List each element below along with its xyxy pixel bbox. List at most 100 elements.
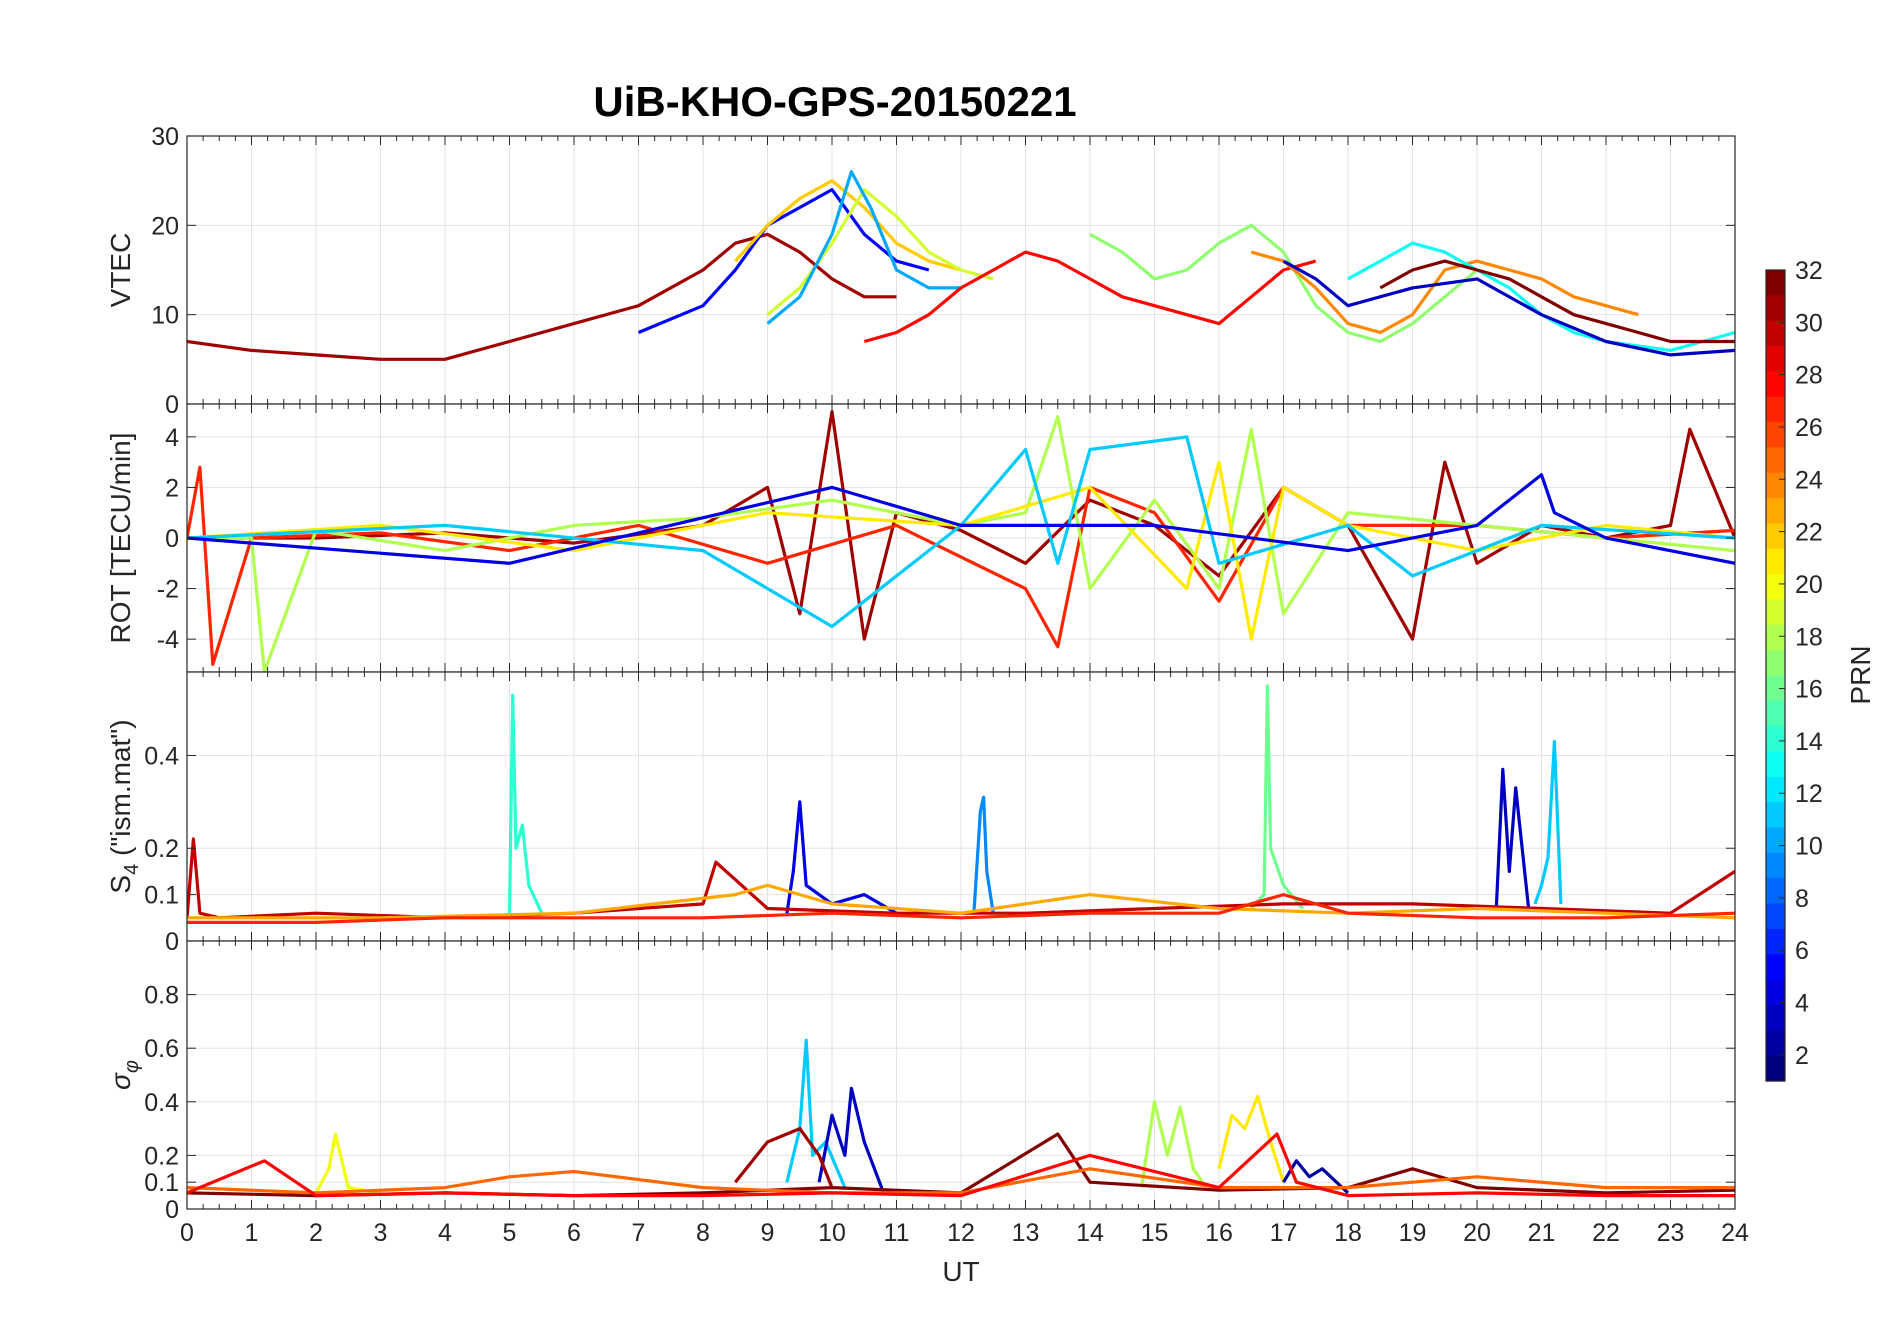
series-line-prn-32 [1379,259,1735,344]
colorbar-tick-label: 24 [1795,466,1823,494]
series-line-prn-21 [187,460,1735,641]
y-tick-label: 0.4 [144,1089,179,1117]
y-axis-label: ROT [TECU/min] [105,432,136,643]
colorbar-label: PRN [1845,645,1876,704]
x-tick-label: 0 [180,1219,194,1247]
series-line-prn-17 [1089,223,1479,344]
x-tick-label: 2 [309,1219,323,1247]
y-tick-label: 4 [165,424,179,452]
series-line-prn-4 [187,473,1735,565]
y-tick-label: 2 [165,474,179,502]
colorbar-segment [1766,1004,1785,1031]
series-line-prn-11 [187,435,1735,629]
colorbar-segment [1766,498,1785,525]
series-group [187,410,1735,672]
colorbar-tick-label: 4 [1795,990,1809,1018]
series-line-prn-11 [1533,740,1563,905]
panel-rot: -4 -2 0 2 4 ROT [TECU/min] [105,403,1736,673]
colorbar-segment [1766,472,1785,499]
series-line-prn-5 [637,188,930,334]
colorbar-segment [1766,675,1785,702]
x-tick-label: 16 [1205,1219,1233,1247]
grid [186,404,1736,672]
colorbar-segment [1766,422,1785,449]
chart-title: UiB-KHO-GPS-20150221 [593,78,1076,125]
x-tick-label: 14 [1076,1219,1104,1247]
colorbar-segment [1766,852,1785,879]
colorbar-segment [1766,802,1785,829]
panel-vtec: 0 10 20 30 VTEC [105,123,1736,419]
x-tick-label: 18 [1334,1219,1362,1247]
series-line-prn-4 [785,800,898,915]
colorbar-frame [1765,269,1786,1082]
colorbar-segment [1766,295,1785,322]
x-tick-label: 15 [1141,1219,1169,1247]
colorbar-tick-label: 16 [1795,676,1823,704]
colorbar-tick-label: 20 [1795,571,1823,599]
series-line-prn-31 [187,232,897,361]
x-tick-label: 6 [567,1219,581,1247]
x-tick-label: 24 [1721,1219,1749,1247]
y-tick-label: -2 [157,576,179,604]
colorbar-tick-label: 32 [1795,257,1823,285]
x-tick-label: 8 [696,1219,710,1247]
colorbar-segment [1766,624,1785,651]
series-line-prn-3 [1282,259,1735,357]
series-line-prn-11 [785,1038,847,1189]
colorbar-segment [1766,776,1785,803]
series-line-prn-31 [734,1127,834,1189]
y-tick-label: 0 [165,928,179,956]
x-tick-label: 17 [1270,1219,1298,1247]
colorbar-tick-label: 12 [1795,780,1823,808]
y-tick-label: 20 [151,212,179,240]
colorbar-tick-label: 28 [1795,362,1823,390]
series-line-prn-28 [187,1132,1735,1198]
series-line-prn-9 [972,795,995,914]
y-axis-label: S4 ("ism.mat") [105,719,143,893]
series-line-prn-28 [863,250,1317,344]
colorbar-segment [1766,523,1785,550]
y-tick-label: 0.1 [144,1169,179,1197]
colorbar-segment [1766,954,1785,981]
y-tick-label: 0.1 [144,882,179,910]
colorbar-segment [1766,548,1785,575]
x-axis-label: UT [942,1256,979,1287]
y-tick-label: 30 [151,123,179,151]
colorbar-segment [1766,903,1785,930]
colorbar-tick-label: 30 [1795,309,1823,337]
series-line-prn-20 [314,1132,381,1195]
colorbar-tick-label: 2 [1795,1042,1809,1070]
y-tick-label: 0.2 [144,835,179,863]
x-tick-label: 4 [438,1219,452,1247]
series-line-prn-10 [766,170,961,325]
series-line-prn-27 [187,893,1735,924]
colorbar-segment [1766,751,1785,778]
series-group [187,684,1735,924]
colorbar-tick-label: 26 [1795,414,1823,442]
series-line-prn-24 [1250,250,1639,335]
colorbar-tick-label: 18 [1795,623,1823,651]
y-tick-label: 0.8 [144,982,179,1010]
series-group [187,170,1735,361]
colorbar-segment [1766,650,1785,677]
x-tick-label: 21 [1528,1219,1556,1247]
series-line-prn-23 [187,883,1735,920]
colorbar-segment [1766,827,1785,854]
y-tick-label: -4 [157,626,179,654]
x-tick-label: 19 [1399,1219,1427,1247]
colorbar-segment [1766,599,1785,626]
y-tick-label: 0 [165,525,179,553]
colorbar-segment [1766,574,1785,601]
colorbar-tick-label: 10 [1795,833,1823,861]
x-tick-label: 10 [818,1219,846,1247]
x-tick-label: 13 [1012,1219,1040,1247]
y-axis-label: VTEC [105,233,136,308]
y-axis-label: σφ [105,1060,143,1090]
colorbar-segment [1766,928,1785,955]
x-tick-label: 20 [1463,1219,1491,1247]
series-group [187,1038,1735,1198]
